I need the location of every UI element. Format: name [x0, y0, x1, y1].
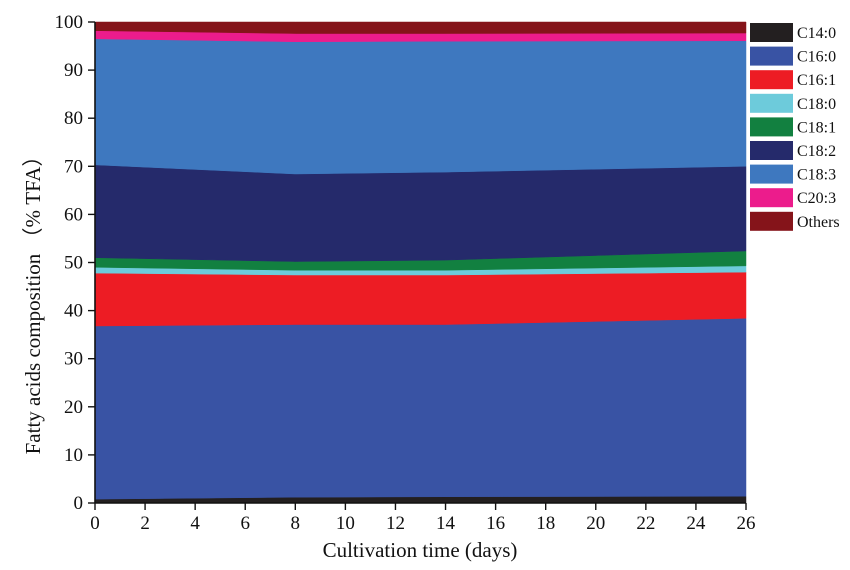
y-tick-label: 70	[64, 156, 83, 177]
legend-label-c18-0: C18:0	[797, 96, 836, 113]
x-tick-label: 22	[636, 513, 655, 534]
y-tick-label: 30	[64, 349, 83, 370]
legend-swatch-c20-3	[750, 188, 793, 208]
x-tick-label: 4	[190, 513, 200, 534]
x-axis-title: Cultivation time (days)	[323, 538, 518, 562]
legend-label-c18-2: C18:2	[797, 143, 836, 160]
y-tick-label: 40	[64, 301, 83, 322]
x-tick-label: 2	[140, 513, 150, 534]
legend-label-c18-1: C18:1	[797, 119, 836, 136]
x-tick-label: 10	[336, 513, 355, 534]
legend-swatch-c16-1	[750, 70, 793, 90]
y-ticks: 0 10 20 30 40 50 60 70 80 90 100	[55, 12, 95, 514]
legend-swatch-c18-1	[750, 117, 793, 137]
x-tick-label: 6	[240, 513, 250, 534]
y-tick-label: 20	[64, 397, 83, 418]
x-tick-label: 14	[436, 513, 456, 534]
y-tick-label: 60	[64, 204, 83, 225]
legend-swatch-c18-3	[750, 164, 793, 184]
legend: C14:0 C16:0 C16:1 C18:0 C18:1 C18:2 C18:3 C20:3…	[750, 23, 840, 231]
x-tick-label: 0	[90, 513, 100, 534]
area-c18-2	[94, 164, 747, 262]
legend-label-c16-0: C16:0	[797, 49, 836, 66]
legend-swatch-others	[750, 211, 793, 231]
x-tick-label: 8	[291, 513, 301, 534]
legend-label-c20-3: C20:3	[797, 190, 836, 207]
x-tick-label: 26	[737, 513, 756, 534]
x-ticks: 0 2 4 6 8 10 12 14 16 18 20 22 24 26	[90, 503, 756, 534]
y-tick-label: 50	[64, 253, 83, 274]
x-tick-label: 12	[386, 513, 405, 534]
y-axis-title: Fatty acids composition （% TFA）	[21, 146, 45, 455]
legend-swatch-c16-0	[750, 46, 793, 66]
legend-swatch-c18-2	[750, 141, 793, 160]
area-others	[94, 21, 747, 34]
y-tick-label: 100	[55, 12, 84, 33]
x-tick-label: 16	[486, 513, 505, 534]
y-tick-label: 80	[64, 108, 83, 129]
x-tick-label: 20	[586, 513, 605, 534]
legend-label-others: Others	[797, 214, 840, 231]
y-tick-label: 90	[64, 60, 83, 81]
area-c16-0	[94, 318, 747, 500]
area-c18-3	[94, 38, 747, 175]
area-series-group	[94, 21, 747, 504]
x-tick-label: 24	[686, 513, 706, 534]
area-c16-1	[94, 271, 747, 327]
legend-label-c18-3: C18:3	[797, 167, 836, 184]
legend-label-c16-1: C16:1	[797, 72, 836, 89]
legend-label-c14-0: C14:0	[797, 25, 836, 42]
y-tick-label: 10	[64, 445, 83, 466]
x-tick-label: 18	[536, 513, 555, 534]
y-tick-label: 0	[74, 493, 84, 514]
legend-swatch-c18-0	[750, 93, 793, 113]
legend-swatch-c14-0	[750, 23, 793, 42]
